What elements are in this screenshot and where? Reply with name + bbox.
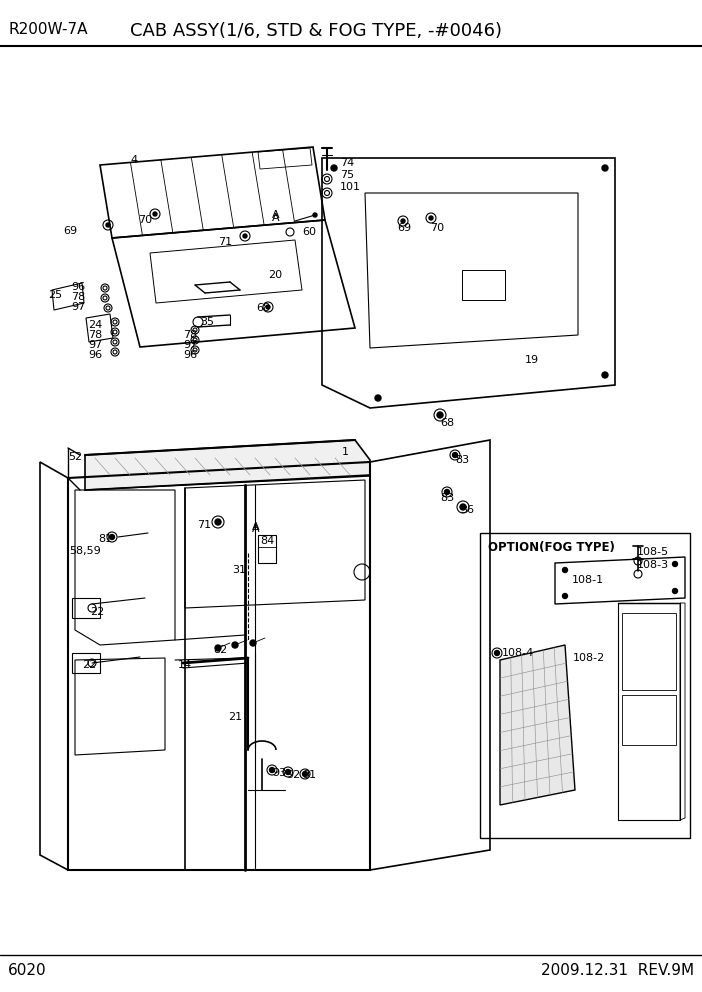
- Text: 84: 84: [260, 536, 274, 546]
- Circle shape: [106, 223, 110, 227]
- Text: 96: 96: [71, 282, 85, 292]
- Text: 83: 83: [440, 493, 454, 503]
- Text: 21: 21: [228, 712, 242, 722]
- Text: 31: 31: [232, 565, 246, 575]
- Text: 75: 75: [340, 170, 354, 180]
- Text: 82: 82: [213, 645, 227, 655]
- Text: 1: 1: [342, 447, 349, 457]
- Text: 108-4: 108-4: [502, 648, 534, 658]
- Text: A: A: [252, 524, 260, 534]
- Circle shape: [331, 165, 337, 171]
- Circle shape: [375, 395, 381, 401]
- Text: 97: 97: [183, 340, 197, 350]
- Circle shape: [250, 640, 256, 646]
- Text: OPTION(FOG TYPE): OPTION(FOG TYPE): [488, 541, 615, 554]
- Text: 96: 96: [183, 350, 197, 360]
- Text: 58,59: 58,59: [69, 546, 101, 556]
- Circle shape: [215, 645, 221, 651]
- Circle shape: [673, 561, 677, 566]
- Circle shape: [215, 519, 221, 525]
- Circle shape: [460, 504, 466, 510]
- Bar: [258, 535, 276, 563]
- Text: 83: 83: [455, 455, 469, 465]
- Text: 69: 69: [63, 226, 77, 236]
- Text: 78: 78: [88, 330, 102, 340]
- Text: A: A: [272, 213, 279, 223]
- Text: 92: 92: [286, 770, 300, 780]
- Circle shape: [494, 651, 500, 656]
- Circle shape: [232, 642, 238, 648]
- Text: 22: 22: [90, 607, 105, 617]
- Text: 19: 19: [525, 355, 539, 365]
- Text: 14: 14: [178, 660, 192, 670]
- Text: 70: 70: [138, 215, 152, 225]
- Circle shape: [562, 567, 567, 572]
- Circle shape: [673, 588, 677, 593]
- Text: 71: 71: [218, 237, 232, 247]
- Circle shape: [602, 372, 608, 378]
- Text: A: A: [272, 210, 279, 220]
- Text: 108-5: 108-5: [637, 547, 669, 557]
- Text: 25: 25: [48, 290, 62, 300]
- Circle shape: [562, 593, 567, 598]
- Text: 69: 69: [397, 223, 411, 233]
- Circle shape: [313, 213, 317, 217]
- Circle shape: [286, 770, 291, 775]
- Text: 6020: 6020: [8, 963, 46, 978]
- Text: 81: 81: [98, 534, 112, 544]
- Text: 36: 36: [460, 505, 474, 515]
- Circle shape: [303, 772, 307, 777]
- Text: 96: 96: [88, 350, 102, 360]
- Text: 60: 60: [302, 227, 316, 237]
- Bar: [72, 653, 100, 673]
- Text: 24: 24: [88, 320, 102, 330]
- Text: A: A: [252, 522, 260, 532]
- Circle shape: [243, 234, 247, 238]
- Text: 22: 22: [82, 660, 96, 670]
- Text: 71: 71: [197, 520, 211, 530]
- Text: R200W-7A: R200W-7A: [8, 22, 88, 37]
- Polygon shape: [85, 440, 370, 490]
- Text: 70: 70: [430, 223, 444, 233]
- Text: 108-2: 108-2: [573, 653, 605, 663]
- Text: 91: 91: [302, 770, 316, 780]
- Polygon shape: [500, 645, 575, 805]
- Text: 93: 93: [272, 768, 286, 778]
- Circle shape: [444, 489, 449, 494]
- Text: 108-1: 108-1: [572, 575, 604, 585]
- Bar: [480, 533, 690, 838]
- Bar: [72, 598, 100, 618]
- Circle shape: [401, 219, 405, 223]
- Circle shape: [270, 768, 274, 773]
- Text: 97: 97: [71, 302, 85, 312]
- Text: 97: 97: [88, 340, 102, 350]
- Text: 78: 78: [71, 292, 85, 302]
- Circle shape: [602, 165, 608, 171]
- Text: 101: 101: [340, 182, 361, 192]
- Circle shape: [437, 412, 443, 418]
- Circle shape: [429, 216, 433, 220]
- Text: 78: 78: [183, 330, 197, 340]
- Text: 2009.12.31  REV.9M: 2009.12.31 REV.9M: [541, 963, 694, 978]
- Text: 4: 4: [130, 155, 137, 165]
- Text: 68: 68: [256, 303, 270, 313]
- Text: 35: 35: [200, 317, 214, 327]
- Circle shape: [110, 535, 114, 540]
- Text: CAB ASSY(1/6, STD & FOG TYPE, -#0046): CAB ASSY(1/6, STD & FOG TYPE, -#0046): [130, 22, 502, 40]
- Text: 108-3: 108-3: [637, 560, 669, 570]
- Text: 74: 74: [340, 158, 355, 168]
- Text: 68: 68: [440, 418, 454, 428]
- Circle shape: [266, 305, 270, 309]
- Circle shape: [453, 452, 458, 457]
- Text: 52: 52: [68, 452, 82, 462]
- Circle shape: [153, 212, 157, 216]
- Text: 20: 20: [268, 270, 282, 280]
